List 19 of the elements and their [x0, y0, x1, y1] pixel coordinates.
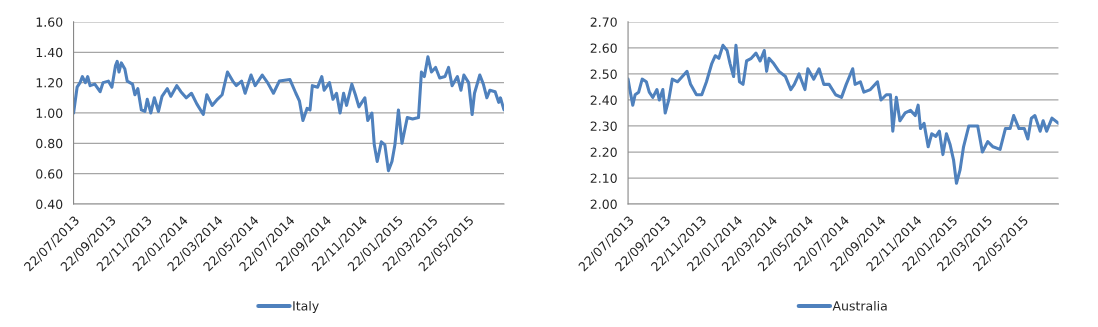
- y-tick-label: 0.40: [36, 199, 63, 209]
- y-tick-label: 1.60: [36, 17, 63, 27]
- y-tick-label: 1.40: [36, 47, 63, 58]
- legend-label: Australia: [832, 300, 887, 311]
- legend-label: Italy: [293, 300, 319, 313]
- y-tick-label: 2.60: [590, 43, 617, 53]
- line-series: [628, 43, 1059, 185]
- y-tick-label: 2.70: [590, 17, 617, 27]
- y-tick-label: 2.20: [590, 147, 617, 157]
- line-series: [73, 55, 504, 173]
- y-tick-label: 2.30: [590, 121, 617, 131]
- y-tick-label: 2.10: [590, 173, 617, 183]
- y-tick-label: 1.20: [36, 78, 63, 88]
- y-tick-label: 0.60: [36, 169, 63, 179]
- y-tick-label: 2.00: [590, 199, 617, 209]
- y-tick-label: 0.80: [36, 138, 63, 149]
- y-tick-label: 1.00: [36, 108, 63, 118]
- y-tick-label: 2.50: [590, 69, 617, 79]
- y-tick-label: 2.40: [590, 95, 617, 105]
